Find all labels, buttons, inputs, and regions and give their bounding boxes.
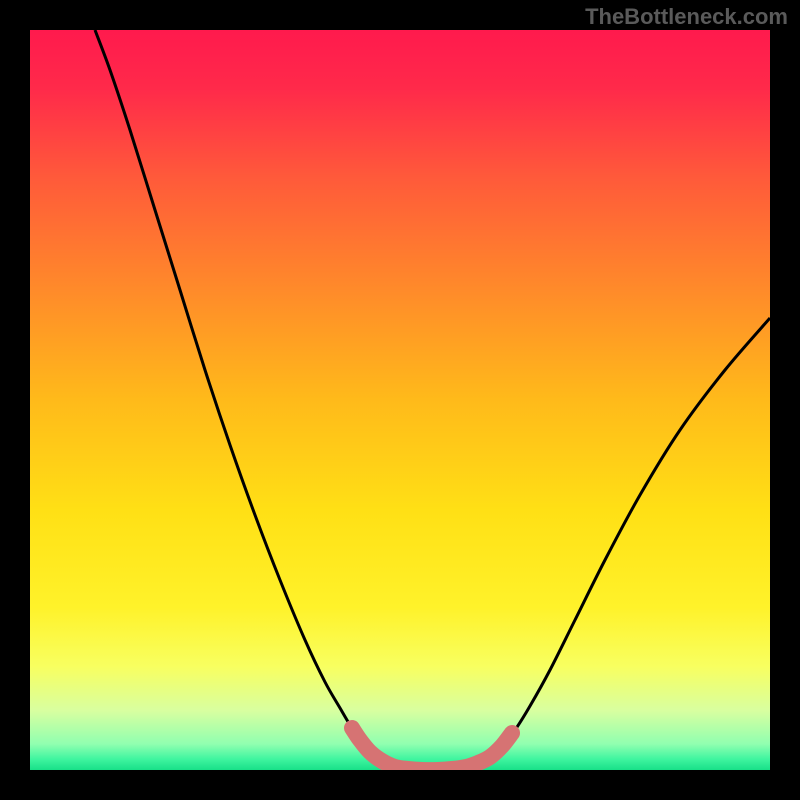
plot-area	[30, 30, 770, 770]
outer-frame: TheBottleneck.com	[0, 0, 800, 800]
curve-layer	[30, 30, 770, 770]
bottleneck-curve	[95, 30, 770, 770]
watermark-text: TheBottleneck.com	[585, 4, 788, 30]
bottleneck-flat-zone	[352, 728, 512, 770]
